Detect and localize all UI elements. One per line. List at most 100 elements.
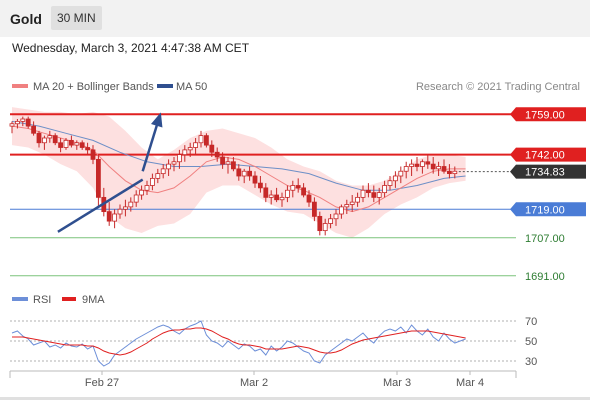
- candle-19: [112, 209, 117, 229]
- candle-body-1: [14, 120, 20, 125]
- candle-81: [446, 164, 452, 179]
- candle-20: [117, 204, 123, 219]
- instrument-title: Gold: [10, 11, 42, 27]
- bottom-border: [0, 397, 590, 400]
- level-label-1719.00: 1719.00: [525, 204, 565, 216]
- candle-82: [452, 166, 458, 179]
- chart-datetime: Wednesday, March 3, 2021 4:47:38 AM CET: [12, 41, 250, 55]
- candle-body-16: [96, 158, 101, 198]
- candle-25: [144, 180, 150, 195]
- candle-body-49: [274, 194, 280, 201]
- candle-body-73: [403, 166, 409, 172]
- candle-body-69: [382, 185, 388, 194]
- candle-16: [96, 154, 101, 207]
- candle-body-6: [42, 137, 47, 144]
- ma20-legend-label: MA 20 + Bollinger Bands: [33, 81, 154, 93]
- candle-body-21: [123, 206, 128, 210]
- candle-body-26: [149, 177, 155, 186]
- candle-body-65: [360, 189, 366, 198]
- candle-body-64: [355, 196, 361, 203]
- candle-49: [274, 187, 280, 203]
- x-label-3: Mar 4: [456, 377, 484, 389]
- candle-24: [139, 185, 145, 200]
- candle-35: [198, 130, 204, 148]
- candle-46: [257, 176, 263, 193]
- timeframe-button[interactable]: 30 MIN: [51, 6, 102, 30]
- ma50-legend-swatch: [157, 84, 173, 88]
- candle-33: [187, 142, 193, 157]
- candle-2: [20, 116, 26, 127]
- candle-41: [230, 157, 236, 172]
- candle-18: [106, 202, 112, 226]
- candle-70: [387, 176, 393, 191]
- candle-1: [14, 119, 20, 129]
- candle-body-80: [441, 166, 447, 172]
- candle-body-74: [409, 163, 415, 167]
- candle-52: [290, 180, 296, 198]
- candle-28: [160, 164, 166, 179]
- candle-body-59: [328, 218, 334, 224]
- candle-40: [225, 157, 231, 174]
- rsi-ma-line: [12, 327, 466, 356]
- candle-31: [176, 149, 182, 169]
- candle-63: [349, 195, 355, 212]
- candle-body-13: [79, 142, 85, 148]
- candle-80: [441, 159, 447, 174]
- ma20-legend-swatch: [12, 84, 28, 88]
- candle-53: [295, 178, 301, 193]
- current-price-tag-pointer: [510, 164, 516, 179]
- candle-body-58: [322, 223, 328, 232]
- candle-59: [328, 214, 334, 229]
- candle-5: [36, 130, 42, 148]
- candle-body-60: [333, 213, 339, 220]
- candle-body-24: [139, 189, 145, 196]
- candle-body-25: [144, 185, 150, 191]
- candle-37: [209, 140, 215, 157]
- candle-45: [252, 171, 258, 188]
- candle-body-8: [52, 135, 58, 144]
- candle-body-46: [257, 182, 263, 189]
- candle-body-39: [220, 156, 226, 165]
- candle-62: [344, 199, 350, 214]
- candle-body-42: [236, 168, 242, 177]
- candle-body-41: [230, 161, 236, 170]
- candle-76: [419, 159, 425, 174]
- candle-69: [382, 180, 388, 198]
- candle-body-28: [160, 168, 166, 175]
- x-axis-labels: Feb 27 Mar 2 Mar 3 Mar 4: [85, 371, 484, 389]
- candle-body-48: [268, 194, 274, 198]
- candle-47: [263, 183, 269, 203]
- candle-79: [436, 161, 442, 176]
- candle-32: [182, 145, 188, 162]
- candle-body-44: [247, 170, 253, 177]
- candle-26: [149, 173, 155, 191]
- candle-body-36: [203, 135, 209, 146]
- candle-12: [74, 140, 80, 150]
- candle-body-82: [452, 170, 458, 175]
- candle-22: [128, 197, 134, 212]
- candle-body-71: [392, 175, 398, 182]
- candle-48: [268, 190, 274, 205]
- candle-39: [220, 152, 226, 169]
- candle-29: [166, 159, 172, 176]
- candle-body-54: [301, 187, 307, 196]
- candle-body-56: [311, 201, 317, 217]
- candle-27: [155, 168, 161, 184]
- level-tag-pointer-1759.00: [510, 107, 516, 122]
- candle-body-61: [338, 206, 344, 215]
- candle-body-35: [198, 135, 204, 144]
- level-tag-1719.00: [516, 202, 586, 217]
- current-price-label: 1734.83: [525, 167, 565, 179]
- candle-42: [236, 164, 242, 181]
- candle-73: [403, 161, 409, 179]
- candle-body-31: [176, 154, 182, 163]
- ma9-legend-label: 9MA: [82, 294, 105, 306]
- candle-body-43: [241, 170, 247, 177]
- rsi-tick-30: 30: [525, 356, 537, 368]
- candle-13: [79, 140, 85, 150]
- candle-58: [322, 218, 328, 236]
- candle-67: [371, 185, 377, 203]
- candle-44: [247, 166, 253, 181]
- candle-body-63: [349, 201, 355, 205]
